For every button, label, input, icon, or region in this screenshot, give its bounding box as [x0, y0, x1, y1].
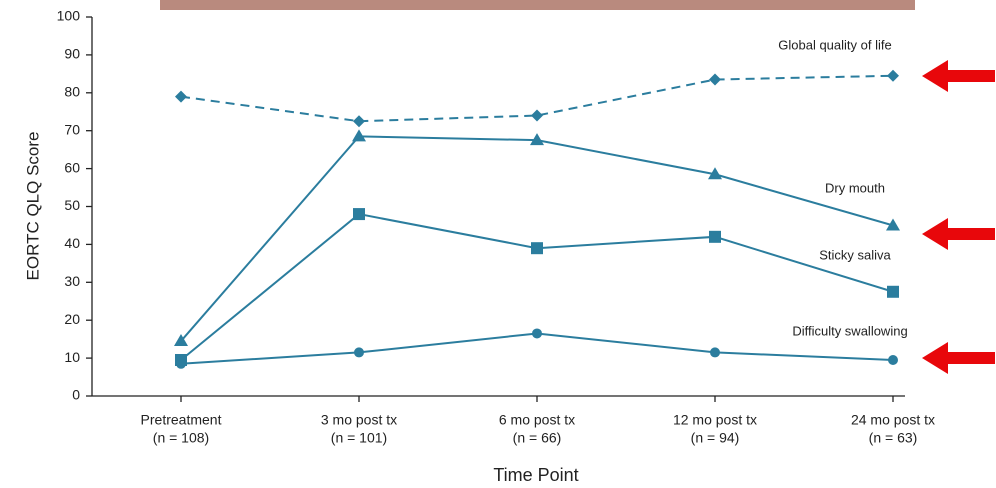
point	[354, 347, 364, 357]
series-label: Sticky saliva	[819, 247, 891, 262]
arrow	[922, 60, 995, 92]
y-axis-title: EORTC QLQ Score	[23, 132, 42, 281]
photo-strip	[160, 0, 915, 10]
point	[531, 242, 543, 254]
point	[175, 91, 187, 103]
y-tick-label: 10	[64, 349, 80, 365]
point	[531, 110, 543, 122]
y-tick-label: 70	[64, 121, 80, 137]
point	[710, 347, 720, 357]
point	[888, 355, 898, 365]
x-tick-label: 3 mo post tx	[321, 412, 397, 428]
y-tick-label: 100	[57, 8, 81, 24]
arrows	[922, 60, 995, 374]
series-line	[181, 136, 893, 341]
point	[709, 74, 721, 86]
y-tick-label: 50	[64, 197, 80, 213]
series-label: Difficulty swallowing	[792, 323, 907, 338]
y-tick-label: 40	[64, 235, 80, 251]
y-tick-label: 90	[64, 46, 80, 62]
x-tick-label: 6 mo post tx	[499, 412, 575, 428]
x-tick-label: 24 mo post tx	[851, 412, 935, 428]
arrow	[922, 342, 995, 374]
x-axis-title: Time Point	[493, 465, 578, 485]
x-tick-label: 12 mo post tx	[673, 412, 757, 428]
series-label: Dry mouth	[825, 180, 885, 195]
point	[887, 70, 899, 82]
point	[887, 286, 899, 298]
point	[353, 115, 365, 127]
y-tick-label: 30	[64, 273, 80, 289]
x-tick-label: (n = 108)	[153, 430, 209, 446]
arrow	[922, 218, 995, 250]
x-tick-label: (n = 63)	[869, 430, 918, 446]
x-tick-label: (n = 66)	[513, 430, 562, 446]
y-tick-label: 20	[64, 311, 80, 327]
x-tick-label: (n = 94)	[691, 430, 740, 446]
point	[532, 328, 542, 338]
x-tick-label: Pretreatment	[141, 412, 222, 428]
point	[353, 208, 365, 220]
y-tick-label: 60	[64, 159, 80, 175]
y-tick-label: 80	[64, 84, 80, 100]
series-label: Global quality of life	[778, 37, 891, 52]
chart: EORTC QLQ Score Time Point 0 10 20 30 40 50 60…	[0, 0, 996, 488]
point	[176, 359, 186, 369]
point	[709, 231, 721, 243]
x-tick-label: (n = 101)	[331, 430, 387, 446]
point	[352, 129, 366, 141]
y-tick-label: 0	[72, 387, 80, 403]
